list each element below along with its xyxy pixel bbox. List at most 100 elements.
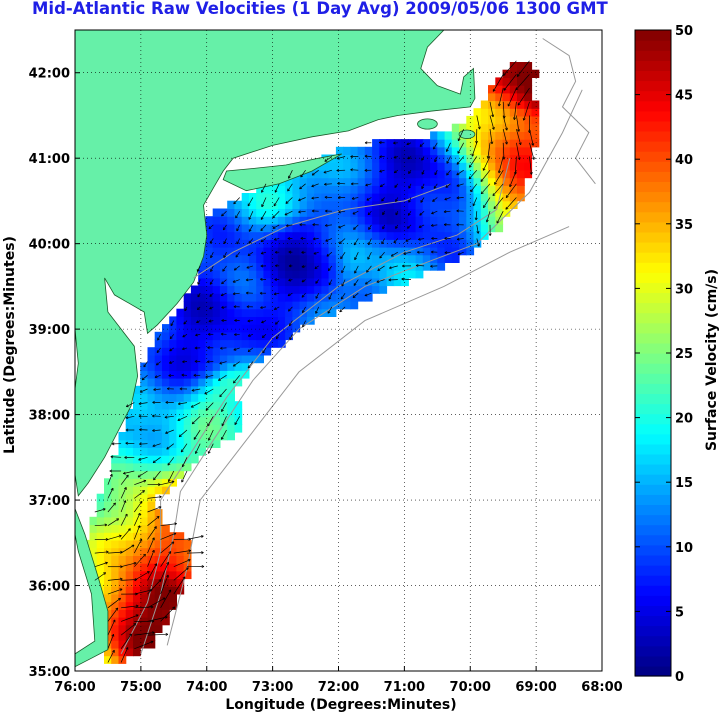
velocity-cell [227, 385, 235, 395]
colorbar-swatch [635, 252, 671, 263]
velocity-cell [176, 416, 185, 425]
velocity-cell [183, 324, 192, 333]
velocity-cell [227, 401, 235, 410]
vector-arrowhead [139, 538, 142, 541]
velocity-vector [327, 306, 333, 314]
velocity-cell [256, 247, 264, 256]
velocity-cell [111, 640, 119, 649]
velocity-cell [111, 501, 119, 510]
velocity-cell [321, 200, 330, 209]
velocity-vector [120, 513, 128, 526]
velocity-vector [218, 375, 227, 381]
velocity-cell [292, 185, 301, 194]
velocity-vector [147, 549, 155, 567]
velocity-vector [380, 183, 385, 187]
velocity-cell [162, 331, 170, 341]
vector-arrowhead [159, 496, 162, 499]
velocity-vector [352, 292, 359, 298]
velocity-cell [241, 339, 250, 348]
velocity-cell [386, 177, 395, 186]
vector-arrowhead [219, 394, 221, 397]
velocity-vector [166, 443, 175, 450]
velocity-cell [408, 208, 417, 217]
velocity-cell [205, 239, 214, 248]
velocity-vector [180, 443, 188, 453]
velocity-cell [248, 254, 257, 263]
velocity-cell [459, 139, 467, 148]
velocity-vector [134, 641, 154, 650]
vector-arrowhead [339, 310, 343, 313]
velocity-cell [524, 154, 533, 163]
velocity-cell [343, 247, 351, 256]
velocity-cell [147, 401, 156, 410]
velocity-cell [234, 408, 243, 418]
colorbar-swatch [635, 464, 671, 475]
vector-arrowhead [299, 188, 303, 190]
velocity-cell [176, 586, 185, 595]
vector-arrowhead [350, 168, 353, 171]
velocity-cell [357, 293, 366, 302]
vector-arrowhead [364, 142, 368, 145]
velocity-vector [247, 197, 254, 207]
velocity-cell [176, 532, 185, 541]
vector-arrowhead [324, 158, 327, 162]
vector-arrowhead [312, 238, 316, 241]
vector-arrowhead [152, 430, 155, 433]
velocity-vector [276, 334, 280, 339]
vector-arrowhead [421, 172, 425, 175]
velocity-cell [386, 162, 395, 171]
velocity-cell [335, 177, 344, 186]
velocity-cell [306, 293, 315, 302]
velocity-cell [408, 139, 417, 148]
velocity-cell [140, 493, 148, 502]
velocity-vector [121, 605, 139, 609]
velocity-cell [430, 154, 438, 163]
velocity-cell [118, 501, 127, 510]
velocity-cell [248, 277, 257, 287]
velocity-cell [198, 401, 206, 410]
velocity-cell [118, 493, 127, 502]
colorbar-swatch [635, 565, 671, 576]
velocity-cell [111, 509, 119, 518]
velocity-cell [104, 509, 112, 518]
vector-arrowhead [408, 213, 411, 216]
velocity-cell [162, 424, 170, 433]
velocity-cell [306, 277, 315, 287]
velocity-cell [372, 208, 380, 217]
vector-arrowhead [119, 535, 122, 538]
vector-arrowhead [491, 127, 495, 130]
velocity-cell [379, 208, 388, 217]
vector-arrowhead [171, 481, 175, 484]
velocity-cell [154, 424, 163, 433]
velocity-cell [314, 254, 322, 263]
velocity-cell [328, 301, 337, 310]
velocity-cell [133, 501, 141, 510]
velocity-cell [256, 223, 264, 233]
velocity-cell [176, 455, 185, 464]
velocity-vector [273, 292, 280, 295]
x-tick-label: 73:00 [252, 680, 293, 695]
velocity-cell [205, 370, 214, 379]
colorbar-swatch [635, 544, 671, 556]
velocity-cell [509, 115, 518, 125]
velocity-vector [365, 183, 372, 186]
velocity-cell [306, 285, 315, 294]
velocity-vector [492, 74, 504, 92]
velocity-vector [147, 563, 158, 581]
vector-arrowhead [120, 566, 123, 569]
velocity-vector [366, 197, 372, 201]
velocity-cell [314, 216, 322, 225]
velocity-cell [379, 146, 388, 156]
vector-arrowhead [117, 518, 120, 522]
velocity-cell [111, 547, 119, 556]
vector-arrowhead [407, 227, 410, 229]
velocity-cell [357, 193, 366, 202]
velocity-cell [205, 439, 214, 448]
velocity-cell [212, 301, 221, 310]
chart-title: Mid-Atlantic Raw Velocities (1 Day Avg) … [32, 0, 608, 18]
velocity-cell [517, 162, 525, 171]
velocity-cell [125, 455, 134, 464]
vector-arrowhead [532, 143, 535, 146]
vector-arrowhead [354, 271, 357, 274]
velocity-cell [495, 115, 504, 125]
